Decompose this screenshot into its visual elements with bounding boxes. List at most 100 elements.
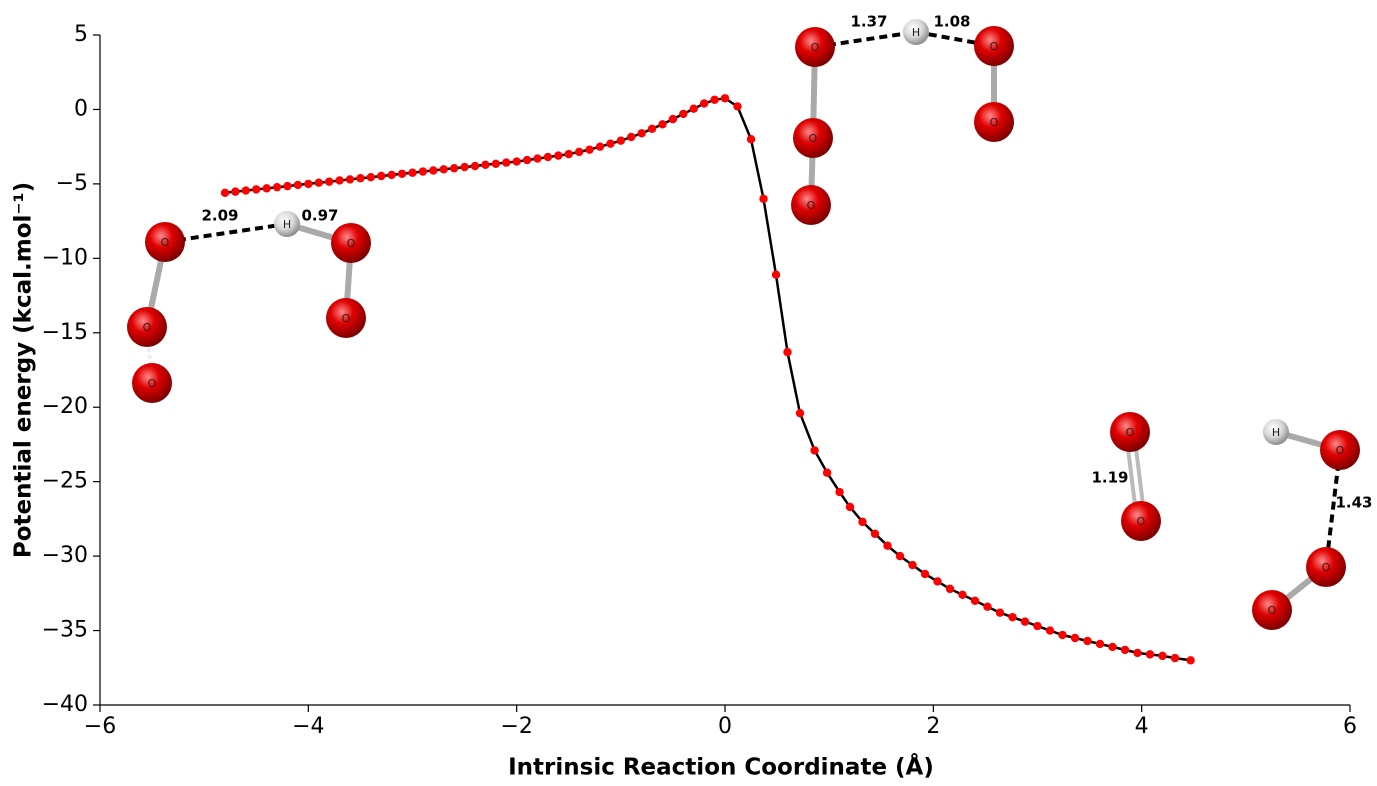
point [408,169,416,177]
point [325,177,333,185]
point [1058,631,1066,639]
point [721,94,729,102]
atom-label: O [1126,426,1135,439]
point [221,189,229,197]
atom-label: O [347,237,356,250]
point [1033,622,1041,630]
point [933,577,941,585]
bond-distance: 0.97 [301,207,338,225]
point [710,96,718,104]
point [481,161,489,169]
atom-label: O [143,321,152,334]
y-tick-label: −20 [42,394,88,419]
y-tick-label: −35 [42,618,88,643]
x-tick-label: −6 [84,714,116,739]
curve [225,98,1191,660]
point [772,271,780,279]
bond-distance: 1.19 [1091,469,1128,487]
point [1071,634,1079,642]
atom-label: O [1336,444,1345,457]
point [273,183,281,191]
point [450,164,458,172]
y-tick-label: 5 [74,22,88,47]
x-tick-label: 6 [1343,714,1357,739]
point [471,162,479,170]
point [908,561,916,569]
point [783,348,791,356]
point [398,170,406,178]
point [377,172,385,180]
point [304,180,312,188]
x-tick-label: 0 [718,714,732,739]
bond-distance: 2.09 [201,207,238,225]
point [1096,640,1104,648]
point [1121,646,1129,654]
point [1008,613,1016,621]
point [460,163,468,171]
point [679,110,687,118]
point [1171,654,1179,662]
point [921,570,929,578]
point [492,160,500,168]
point [637,129,645,137]
y-tick-label: 0 [74,96,88,121]
x-tick-label: 4 [1135,714,1149,739]
point [231,187,239,195]
point [971,597,979,605]
atom-label: O [148,377,157,390]
point [262,184,270,192]
point [1046,626,1054,634]
point [283,182,291,190]
atom-label: O [342,312,351,325]
point [419,167,427,175]
point [733,102,741,110]
point [252,185,260,193]
atom-label: H [283,218,291,231]
atom-label: O [811,41,820,54]
point [946,585,954,593]
y-tick-label: −10 [42,245,88,270]
point [512,157,520,165]
y-tick-label: −25 [42,469,88,494]
point [1146,650,1154,658]
point [346,175,354,183]
y-axis-label: Potential energy (kcal.mol⁻¹) [11,182,37,558]
point [387,171,395,179]
point [648,125,656,133]
point [871,530,879,538]
point [700,99,708,107]
point [356,174,364,182]
point [1158,652,1166,660]
point [533,154,541,162]
x-tick-label: 2 [926,714,940,739]
point [796,409,804,417]
point [367,173,375,181]
point [606,139,614,147]
point [544,153,552,161]
point [846,503,854,511]
bond-distance: 1.08 [933,13,970,31]
point [1083,637,1091,645]
point [1186,656,1194,664]
point [627,133,635,141]
y-tick-label: −40 [42,692,88,717]
atom-label: O [1322,561,1331,574]
point [747,135,755,143]
x-tick-label: −2 [500,714,532,739]
point [690,105,698,113]
point [523,156,531,164]
point [1021,617,1029,625]
bond-distance: 1.43 [1335,494,1372,512]
point [335,176,343,184]
point [315,178,323,186]
point [1133,649,1141,657]
point [585,145,593,153]
x-tick-label: −4 [292,714,324,739]
point [858,518,866,526]
point [565,150,573,158]
atom-label: O [807,199,816,212]
point [429,166,437,174]
y-tick-label: −5 [56,171,88,196]
atom-label: O [809,132,818,145]
point [596,142,604,150]
